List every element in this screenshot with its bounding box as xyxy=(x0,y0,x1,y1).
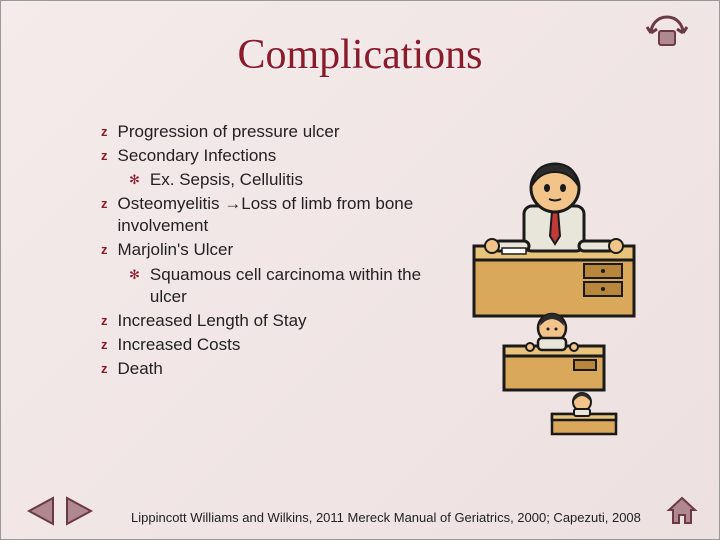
bullet-item: z Increased Length of Stay xyxy=(101,310,441,332)
next-slide-icon[interactable] xyxy=(63,496,97,531)
return-icon[interactable] xyxy=(645,13,689,54)
bullet-text: Increased Costs xyxy=(118,334,241,356)
bullet-text: Secondary Infections xyxy=(118,145,277,167)
bullet-marker-z-icon: z xyxy=(101,196,108,213)
bullet-marker-z-icon: z xyxy=(101,361,108,378)
bullet-text: Increased Length of Stay xyxy=(118,310,307,332)
bullet-text: Progression of pressure ulcer xyxy=(118,121,340,143)
bullet-marker-star-icon: ✻ xyxy=(129,172,140,189)
bullet-marker-z-icon: z xyxy=(101,148,108,165)
bullet-marker-z-icon: z xyxy=(101,337,108,354)
bullet-item: z Secondary Infections xyxy=(101,145,441,167)
desk-hierarchy-clipart xyxy=(434,136,674,436)
bullet-marker-z-icon: z xyxy=(101,313,108,330)
citation-text: Lippincott Williams and Wilkins, 2011 Me… xyxy=(131,510,641,525)
bullet-text: Squamous cell carcinoma within the ulcer xyxy=(150,264,441,308)
bullet-text: Death xyxy=(118,358,163,380)
previous-slide-icon[interactable] xyxy=(23,496,57,531)
bullet-marker-z-icon: z xyxy=(101,124,108,141)
bullet-item: z Osteomyelitis →Loss of limb from bone i… xyxy=(101,193,441,237)
bullet-text: Osteomyelitis →Loss of limb from bone in… xyxy=(118,193,442,237)
bullet-item: z Progression of pressure ulcer xyxy=(101,121,441,143)
home-icon[interactable] xyxy=(665,496,699,531)
slide-title: Complications xyxy=(1,1,719,79)
bullet-text: Marjolin's Ulcer xyxy=(118,239,234,261)
bullet-list: z Progression of pressure ulcer z Secondary… xyxy=(101,121,441,382)
bullet-item: ✻ Ex. Sepsis, Cellulitis xyxy=(129,169,441,191)
bullet-item: z Marjolin's Ulcer xyxy=(101,239,441,261)
bullet-item: z Increased Costs xyxy=(101,334,441,356)
bullet-item: ✻ Squamous cell carcinoma within the ulce… xyxy=(129,264,441,308)
bullet-marker-star-icon: ✻ xyxy=(129,267,140,284)
bullet-text: Ex. Sepsis, Cellulitis xyxy=(150,169,303,191)
bullet-marker-z-icon: z xyxy=(101,242,108,259)
bullet-item: z Death xyxy=(101,358,441,380)
